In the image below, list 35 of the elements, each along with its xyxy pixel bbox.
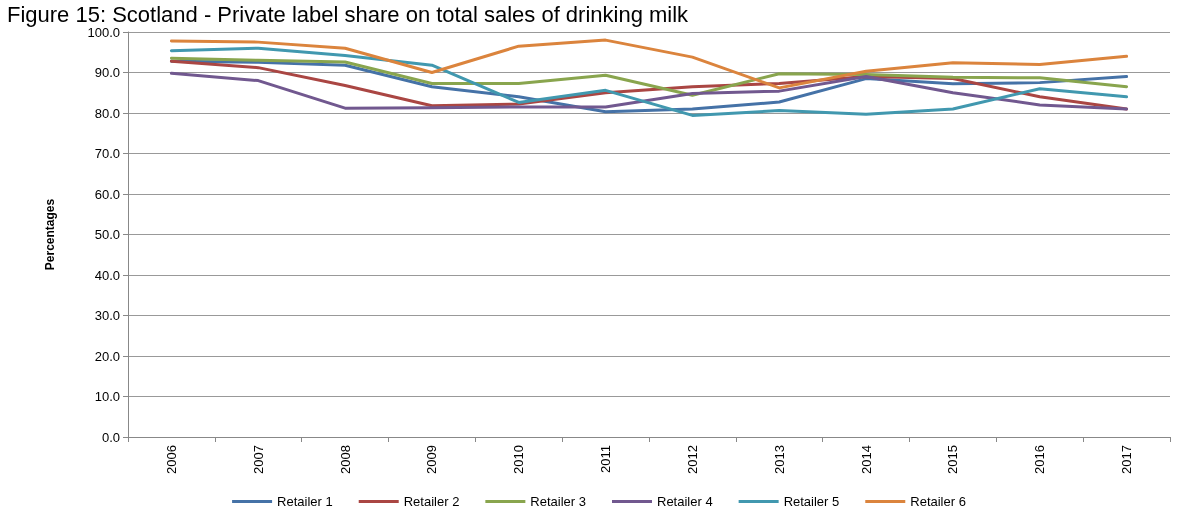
x-tick-label: 2006 xyxy=(163,445,179,474)
legend-label: Retailer 4 xyxy=(657,494,713,509)
x-tick-label: 2008 xyxy=(337,445,353,474)
x-tick-label: 2014 xyxy=(858,445,874,474)
legend-label: Retailer 1 xyxy=(277,494,333,509)
x-tick-label: 2017 xyxy=(1119,445,1135,474)
x-tick-label: 2012 xyxy=(684,445,700,474)
y-axis-title: Percentages xyxy=(43,198,57,271)
legend-label: Retailer 2 xyxy=(403,494,460,509)
chart-title: Figure 15: Scotland - Private label share on total sales of drinking milk xyxy=(7,1,690,27)
x-tick-label: 2010 xyxy=(511,445,527,474)
x-tick-label: 2007 xyxy=(250,445,266,474)
line-series xyxy=(169,71,1129,111)
y-tick-label: 40.0 xyxy=(94,267,120,283)
y-tick-label: 0.0 xyxy=(101,429,120,445)
y-tick-label: 100.0 xyxy=(87,24,120,40)
x-tick-label: 2013 xyxy=(771,445,787,474)
y-tick-label: 20.0 xyxy=(94,348,120,364)
legend-label: Retailer 5 xyxy=(783,494,840,509)
line-series xyxy=(169,38,1129,90)
x-tick-label: 2009 xyxy=(424,445,440,474)
x-tick-label: 2015 xyxy=(945,445,961,474)
y-tick-label: 90.0 xyxy=(94,65,120,80)
y-tick-label: 10.0 xyxy=(94,389,120,404)
line-series xyxy=(169,56,1129,97)
line-series xyxy=(169,46,1129,117)
y-tick-label: 50.0 xyxy=(94,227,120,242)
y-tick-label: 80.0 xyxy=(94,105,120,121)
y-tick-label: 70.0 xyxy=(94,146,120,161)
x-tick-label: 2016 xyxy=(1032,445,1048,474)
y-tick-label: 30.0 xyxy=(94,308,120,323)
legend-label: Retailer 3 xyxy=(530,494,586,509)
legend-label: Retailer 6 xyxy=(910,494,966,509)
x-tick-label: 2011 xyxy=(598,445,614,473)
y-tick-label: 60.0 xyxy=(94,186,120,202)
